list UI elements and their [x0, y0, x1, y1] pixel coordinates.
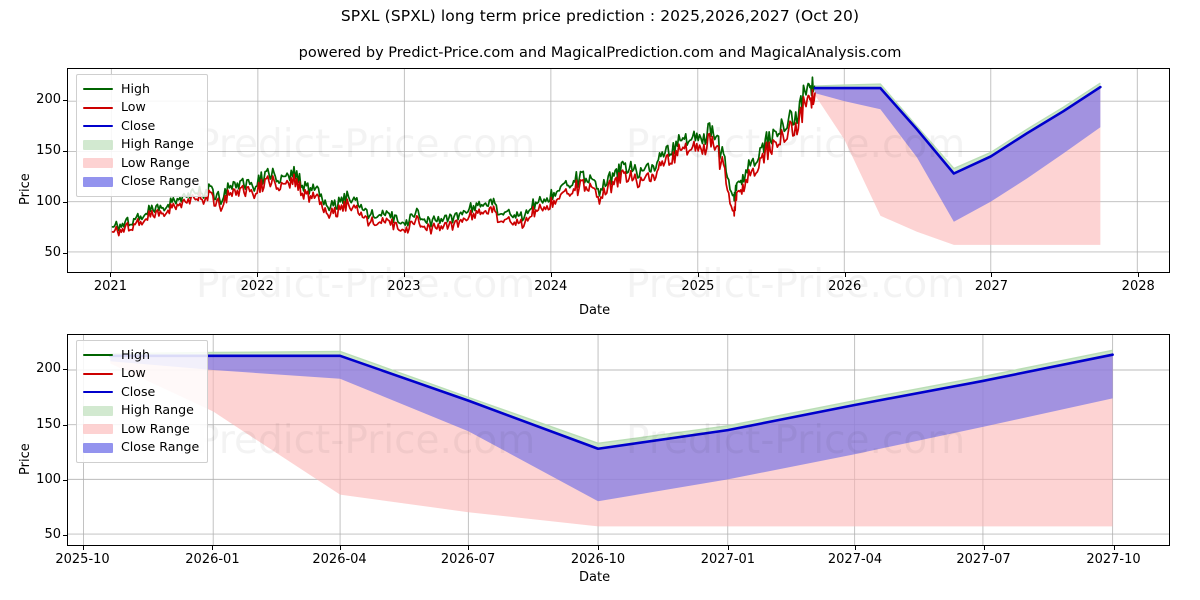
detail-x-axis-label: Date: [579, 570, 611, 585]
detail-x-tick-label: 2027-07: [956, 552, 1011, 567]
overview-x-tick-mark: [110, 273, 112, 277]
overview-legend-label: Low Range: [121, 154, 190, 170]
detail-legend-item-close[interactable]: Close: [83, 383, 199, 402]
overview-x-tick-label: 2022: [240, 279, 274, 294]
overview-y-tick-mark: [63, 201, 67, 203]
detail-legend-swatch-low-icon: [83, 367, 113, 381]
overview-x-tick-mark: [257, 273, 259, 277]
overview-x-tick-label: 2023: [387, 279, 421, 294]
detail-legend-item-low[interactable]: Low: [83, 365, 199, 384]
overview-x-tick-label: 2024: [534, 279, 568, 294]
detail-y-tick-label: 200: [36, 361, 61, 377]
overview-y-tick-label: 200: [36, 92, 61, 108]
overview-x-tick-label: 2026: [828, 279, 862, 294]
detail-legend-swatch-close-icon: [83, 385, 113, 399]
overview-x-tick-mark: [844, 273, 846, 277]
overview-legend-label: High: [121, 80, 150, 96]
overview-x-tick-mark: [991, 273, 993, 277]
overview-y-tick-mark: [63, 151, 67, 153]
detail-x-tick-mark: [468, 546, 470, 550]
detail-legend-swatch-low-range-icon: [83, 422, 113, 436]
detail-legend-item-close-range[interactable]: Close Range: [83, 439, 199, 458]
detail-x-tick-mark: [212, 546, 214, 550]
overview-chart-panel: [67, 68, 1170, 273]
overview-legend-swatch-close-icon: [83, 119, 113, 133]
detail-legend-item-low-range[interactable]: Low Range: [83, 420, 199, 439]
overview-y-tick-mark: [63, 252, 67, 254]
detail-x-tick-label: 2026-01: [185, 552, 240, 567]
detail-y-tick-label: 50: [44, 526, 61, 542]
detail-legend: High Low Close High Range Low Range Close Ran…: [76, 340, 209, 463]
overview-y-tick-mark: [63, 100, 67, 102]
detail-x-tick-label: 2027-10: [1086, 552, 1141, 567]
detail-y-axis-label: Price: [18, 443, 33, 475]
detail-x-tick-label: 2027-04: [827, 552, 883, 567]
overview-legend-item-low-range[interactable]: Low Range: [83, 154, 199, 173]
detail-legend-swatch-high-range-icon: [83, 404, 113, 418]
overview-x-tick-mark: [697, 273, 699, 277]
detail-x-tick-label: 2026-04: [312, 552, 367, 567]
detail-x-tick-label: 2027-01: [700, 552, 756, 567]
detail-legend-label: High: [121, 346, 150, 362]
overview-x-tick-label: 2025: [681, 279, 715, 294]
overview-x-tick-label: 2027: [974, 279, 1008, 294]
overview-y-tick-label: 50: [44, 244, 61, 260]
detail-y-tick-label: 150: [36, 416, 61, 432]
detail-x-tick-label: 2026-07: [440, 552, 496, 567]
overview-legend-swatch-high-range-icon: [83, 138, 113, 152]
overview-y-tick-label: 150: [36, 143, 61, 159]
detail-x-tick-mark: [727, 546, 729, 550]
overview-legend: High Low Close High Range Low Range Close Ran…: [76, 74, 209, 197]
detail-y-tick-mark: [63, 424, 67, 426]
detail-x-tick-mark: [82, 546, 84, 550]
overview-legend-swatch-low-icon: [83, 101, 113, 115]
chart-title: SPXL (SPXL) long term price prediction :…: [340, 7, 860, 25]
overview-plot-area: [67, 68, 1170, 273]
overview-legend-item-close-range[interactable]: Close Range: [83, 173, 199, 192]
detail-x-tick-label: 2026-10: [570, 552, 626, 567]
detail-plot-area: [67, 334, 1170, 546]
overview-legend-label: Close: [121, 117, 156, 133]
overview-legend-label: Low: [121, 99, 146, 115]
detail-legend-item-high-range[interactable]: High Range: [83, 402, 199, 421]
overview-legend-label: High Range: [121, 136, 194, 152]
overview-legend-swatch-high-icon: [83, 82, 113, 96]
detail-legend-swatch-high-icon: [83, 348, 113, 362]
detail-plot-svg: [68, 335, 1169, 545]
detail-x-tick-mark: [1113, 546, 1115, 550]
overview-x-tick-mark: [403, 273, 405, 277]
detail-y-tick-mark: [63, 479, 67, 481]
overview-legend-item-close[interactable]: Close: [83, 117, 199, 136]
overview-legend-item-high-range[interactable]: High Range: [83, 136, 199, 155]
detail-legend-swatch-close-range-icon: [83, 441, 113, 455]
detail-x-tick-mark: [598, 546, 600, 550]
detail-legend-label: Low: [121, 365, 146, 381]
detail-y-tick-mark: [63, 369, 67, 371]
detail-x-tick-mark: [855, 546, 857, 550]
overview-x-tick-label: 2028: [1121, 279, 1155, 294]
overview-legend-label: Close Range: [121, 173, 200, 189]
detail-x-tick-label: 2025-10: [55, 552, 110, 567]
detail-legend-label: Close Range: [121, 439, 200, 455]
overview-legend-item-low[interactable]: Low: [83, 99, 199, 118]
overview-x-tick-mark: [550, 273, 552, 277]
detail-legend-item-high[interactable]: High: [83, 346, 199, 365]
overview-legend-swatch-low-range-icon: [83, 156, 113, 170]
overview-y-tick-label: 100: [36, 193, 61, 209]
overview-x-axis-label: Date: [579, 303, 611, 318]
detail-legend-label: Close: [121, 383, 156, 399]
detail-x-tick-mark: [339, 546, 341, 550]
detail-x-tick-mark: [983, 546, 985, 550]
detail-chart-panel: [67, 334, 1170, 546]
chart-subtitle: powered by Predict-Price.com and Magical…: [298, 45, 902, 61]
detail-legend-label: Low Range: [121, 420, 190, 436]
detail-legend-label: High Range: [121, 402, 194, 418]
overview-x-tick-label: 2021: [93, 279, 127, 294]
overview-plot-svg: [68, 69, 1169, 272]
overview-x-tick-mark: [1138, 273, 1140, 277]
overview-legend-item-high[interactable]: High: [83, 80, 199, 99]
detail-y-tick-label: 100: [36, 471, 61, 487]
overview-legend-swatch-close-range-icon: [83, 175, 113, 189]
detail-y-tick-mark: [63, 534, 67, 536]
